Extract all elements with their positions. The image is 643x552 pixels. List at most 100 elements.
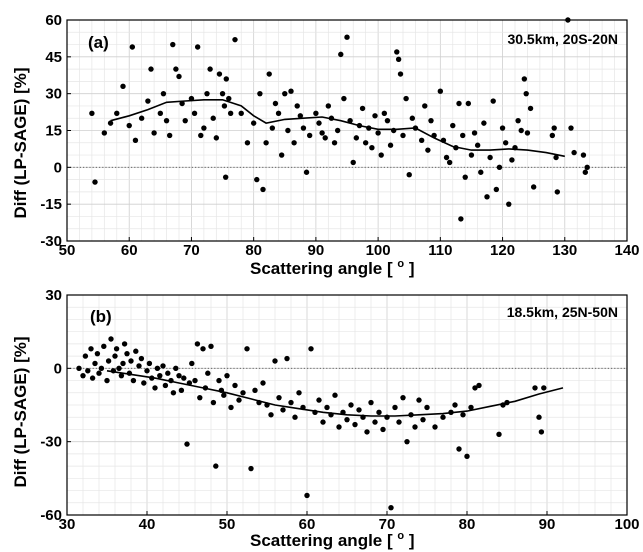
panel-b-data-point: [178, 387, 185, 394]
panel-b-x-label-close: ]: [409, 531, 415, 550]
panel-a-data-point: [151, 130, 157, 136]
panel-a-x-tick-label: 50: [59, 242, 76, 259]
panel-b-data-point: [456, 446, 462, 452]
panel-a-data-point: [431, 132, 437, 139]
panel-b-x-tick-label: 100: [614, 516, 639, 533]
panel-a-data-point: [194, 44, 201, 50]
panel-b-y-label: Diff (LP-SAGE) [%]: [11, 336, 30, 487]
panel-b-data-point: [168, 377, 174, 384]
panel-b-data-point: [192, 377, 198, 384]
panel-b-data-point: [80, 372, 86, 379]
panel-a-data-point: [223, 76, 229, 82]
panel-b-data-point: [448, 409, 454, 416]
panel-b-data-point: [364, 429, 370, 435]
panel-b-data-point: [154, 365, 161, 372]
panel-b-data-point: [92, 360, 98, 367]
panel-b-data-point: [202, 385, 209, 391]
panel-b-data-point: [248, 465, 254, 472]
panel-a-data-point: [347, 117, 353, 124]
panel-b-data-point: [76, 365, 82, 372]
panel-b-data-point: [404, 438, 410, 445]
panel-a-data-point: [257, 90, 263, 97]
panel-b-data-point: [176, 372, 182, 379]
panel-a-data-point: [366, 125, 372, 131]
panel-a-data-point: [250, 120, 257, 126]
panel-a-data-point: [403, 95, 409, 102]
panel-a-y-tick-label: -15: [40, 196, 62, 213]
panel-b-data-point: [88, 346, 94, 352]
panel-a-data-point: [400, 132, 406, 139]
panel-b-data-point: [108, 336, 114, 342]
panel-a-data-point: [244, 140, 251, 146]
panel-b-points: [76, 336, 547, 511]
panel-a-data-point: [316, 120, 322, 126]
panel-a-y-tick-label: -30: [40, 233, 62, 250]
panel-a-data-point: [107, 120, 114, 126]
panel-a-data-point: [362, 140, 369, 146]
panel-a-data-point: [484, 194, 490, 200]
panel-b-x-tick-label: 70: [379, 516, 396, 533]
panel-b-data-point: [224, 372, 230, 379]
panel-a-data-point: [580, 152, 587, 158]
panel-a-data-point: [260, 186, 266, 193]
panel-b-data-point: [332, 392, 338, 398]
panel-a-data-point: [221, 103, 228, 109]
panel-b-data-point: [348, 402, 354, 408]
panel-a-x-ticks: 50 60 70 80 90 100 110 120 130 140: [59, 237, 640, 259]
panel-b-data-point: [416, 397, 422, 403]
panel-b: 30 40 50 60 70 80 90 100 -60 -30 0 30 (b) 18.5km, …: [11, 287, 640, 550]
panel-a-x-tick-label: 80: [245, 242, 262, 259]
panel-b-data-point: [360, 414, 366, 420]
panel-a-data-point: [170, 41, 176, 48]
panel-b-data-point: [110, 368, 117, 374]
panel-b-data-point: [496, 431, 502, 438]
panel-a-data-point: [129, 44, 136, 50]
panel-b-data-point: [144, 368, 150, 374]
panel-b-data-point: [189, 360, 195, 367]
panel-a-data-point: [453, 144, 459, 151]
panel-b-data-point: [244, 346, 250, 352]
panel-a-data-point: [294, 103, 300, 109]
panel-a-data-point: [344, 34, 350, 40]
panel-b-data-point: [218, 387, 225, 394]
panel-b-y-tick-label: -30: [40, 434, 62, 451]
panel-b-x-label: Scattering angle [ o ]: [250, 524, 415, 550]
panel-b-data-point: [130, 377, 137, 384]
panel-b-x-label-text: Scattering angle [: [250, 531, 393, 550]
panel-b-data-point: [372, 419, 378, 425]
panel-a-x-tick-label: 120: [490, 242, 515, 259]
panel-a-data-point: [182, 117, 188, 124]
panel-a-data-point: [126, 122, 132, 129]
panel-a-data-point: [356, 122, 363, 129]
panel-b-data-point: [284, 355, 290, 362]
panel-b-data-point: [324, 404, 330, 411]
panel-b-data-point: [260, 380, 266, 386]
panel-a-data-point: [266, 71, 272, 77]
panel-a-data-point: [443, 154, 450, 161]
panel-b-data-point: [138, 355, 145, 362]
panel-b-data-point: [165, 370, 171, 376]
panel-a-data-point: [350, 159, 356, 166]
panel-a-data-point: [506, 201, 512, 207]
panel-b-data-point: [468, 404, 474, 411]
panel-b-x-ticks: 30 40 50 60 70 80 90 100: [59, 511, 640, 533]
panel-a-data-point: [568, 125, 574, 131]
panel-b-data-point: [380, 426, 386, 433]
panel-a-data-point: [387, 142, 394, 148]
panel-b-data-point: [396, 419, 402, 425]
panel-b-y-tick-label: 30: [45, 287, 62, 304]
panel-a-data-point: [395, 56, 402, 62]
panel-b-data-point: [384, 414, 390, 420]
panel-a-data-point: [157, 110, 164, 117]
panel-a-data-point: [92, 179, 98, 185]
panel-b-data-point: [536, 414, 542, 420]
panel-a-data-point: [584, 164, 590, 171]
panel-b-data-point: [228, 404, 234, 411]
panel-a-data-point: [254, 176, 260, 183]
panel-a-data-point: [437, 88, 444, 94]
panel-b-data-point: [388, 504, 394, 511]
panel-b-data-point: [162, 382, 169, 389]
panel-b-data-point: [236, 397, 242, 403]
panel-a-data-point: [210, 115, 216, 121]
panel-a-y-tick-label: 15: [45, 123, 62, 140]
